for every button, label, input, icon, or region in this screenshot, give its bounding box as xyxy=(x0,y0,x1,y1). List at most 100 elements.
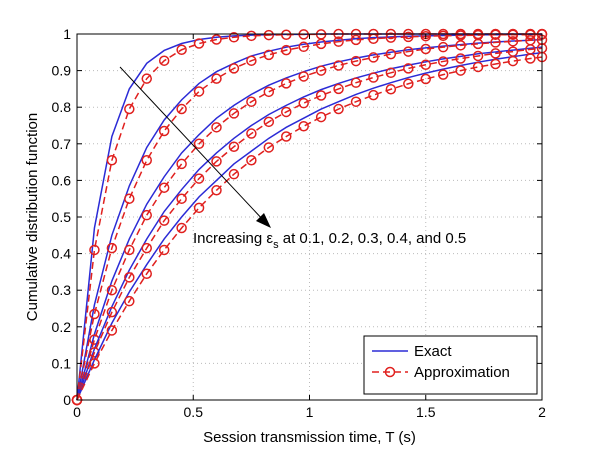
approx-marker xyxy=(246,30,257,42)
annotation-arrow-line xyxy=(119,66,266,223)
y-tick-label: 0.7 xyxy=(52,136,72,152)
approx-marker xyxy=(437,69,449,80)
approx-marker xyxy=(350,96,362,107)
ticks xyxy=(76,33,543,401)
approx-marker xyxy=(106,306,118,318)
approx-marker xyxy=(176,103,187,115)
approx-marker xyxy=(193,86,205,97)
approx-marker xyxy=(385,48,397,60)
approx-marker xyxy=(455,65,466,76)
approx-marker xyxy=(420,43,431,55)
approx-marker xyxy=(385,32,397,43)
approx-marker xyxy=(246,128,257,139)
approx-marker xyxy=(455,40,466,51)
y-tick-label: 0.8 xyxy=(52,99,72,115)
approx-marker xyxy=(315,90,327,101)
approx-marker xyxy=(228,141,240,152)
approx-marker xyxy=(89,358,100,369)
legend-box xyxy=(363,335,538,395)
y-tick-label: 0.1 xyxy=(52,355,72,371)
approx-marker xyxy=(124,193,135,204)
legend-approx-marker xyxy=(384,366,396,378)
x-tick-label: 1 xyxy=(306,404,314,420)
approx-marker xyxy=(246,155,257,166)
approx-marker xyxy=(403,46,414,57)
annotation-text: Increasing εs at 0.1, 0.2, 0.3, 0.4, and… xyxy=(193,230,466,251)
annotation-arrow-head xyxy=(256,213,271,228)
approx-marker xyxy=(193,173,205,184)
y-tick-label: 0 xyxy=(63,392,71,408)
approx-marker xyxy=(211,156,222,167)
approx-marker xyxy=(403,31,414,43)
approx-marker xyxy=(141,73,152,84)
approx-marker xyxy=(437,30,449,42)
x-tick-label: 2 xyxy=(538,404,546,420)
approx-marker xyxy=(246,96,257,107)
approx-marker xyxy=(176,158,187,170)
approx-marker xyxy=(228,168,240,180)
approx-marker xyxy=(350,34,362,46)
approx-marker xyxy=(507,55,519,67)
approx-marker xyxy=(89,308,100,320)
approx-marker xyxy=(281,78,292,89)
approx-marker xyxy=(176,44,187,55)
approx-marker xyxy=(158,55,170,66)
approx-marker xyxy=(263,142,275,153)
approx-marker xyxy=(298,120,309,132)
approx-marker xyxy=(437,56,449,67)
approx-marker xyxy=(437,41,449,53)
annotation-suffix: at 0.1, 0.2, 0.3, 0.4, and 0.5 xyxy=(279,230,467,247)
series-approx-eps-0.4 xyxy=(76,47,543,401)
approx-marker xyxy=(193,138,205,150)
approx-marker xyxy=(368,52,379,63)
approx-marker xyxy=(124,272,135,283)
approx-marker xyxy=(211,34,222,45)
approx-marker xyxy=(281,44,292,56)
approx-marker xyxy=(263,116,275,128)
series-approx-eps-0.3 xyxy=(76,39,543,401)
approx-marker xyxy=(403,63,414,74)
approx-marker xyxy=(298,41,309,53)
approx-marker xyxy=(106,325,118,336)
approx-marker xyxy=(228,32,240,43)
approx-marker xyxy=(228,63,240,74)
approx-marker xyxy=(141,209,152,221)
approx-marker xyxy=(333,60,344,71)
approx-marker xyxy=(490,48,501,59)
legend-approx-label: Approximation xyxy=(414,364,510,381)
y-tick-label: 0.4 xyxy=(52,246,72,262)
approx-marker xyxy=(176,193,187,204)
series-exact-eps-0.3 xyxy=(76,38,543,401)
approx-marker xyxy=(106,155,118,166)
approx-marker xyxy=(158,182,170,193)
approx-marker xyxy=(472,61,484,73)
approx-marker xyxy=(385,84,397,95)
approx-marker xyxy=(124,244,135,256)
approx-marker xyxy=(525,53,536,64)
approx-marker xyxy=(350,55,362,67)
approx-marker xyxy=(281,29,292,40)
approx-marker xyxy=(455,30,466,41)
approx-marker xyxy=(106,242,118,254)
approx-marker xyxy=(420,30,431,42)
approx-marker xyxy=(298,97,309,109)
approx-marker xyxy=(385,67,397,79)
approx-marker xyxy=(281,131,292,142)
approx-marker xyxy=(124,103,135,115)
approx-marker xyxy=(350,77,362,88)
y-tick-label: 0.3 xyxy=(52,282,72,298)
x-axis-label: Session transmission time, T (s) xyxy=(203,429,416,446)
approx-marker xyxy=(263,49,275,61)
y-tick-label: 0.2 xyxy=(52,319,72,335)
approx-marker xyxy=(403,78,414,90)
approx-marker xyxy=(420,59,431,70)
series-approx-eps-0.5 xyxy=(76,56,543,401)
y-tick-label: 1 xyxy=(63,26,71,42)
approx-marker xyxy=(490,58,501,70)
approx-marker xyxy=(106,284,118,296)
approx-marker xyxy=(193,202,205,214)
y-tick-label: 0.5 xyxy=(52,209,72,225)
approx-marker xyxy=(141,268,152,279)
curves xyxy=(71,28,548,406)
legend: Exact Approximation xyxy=(363,335,538,395)
